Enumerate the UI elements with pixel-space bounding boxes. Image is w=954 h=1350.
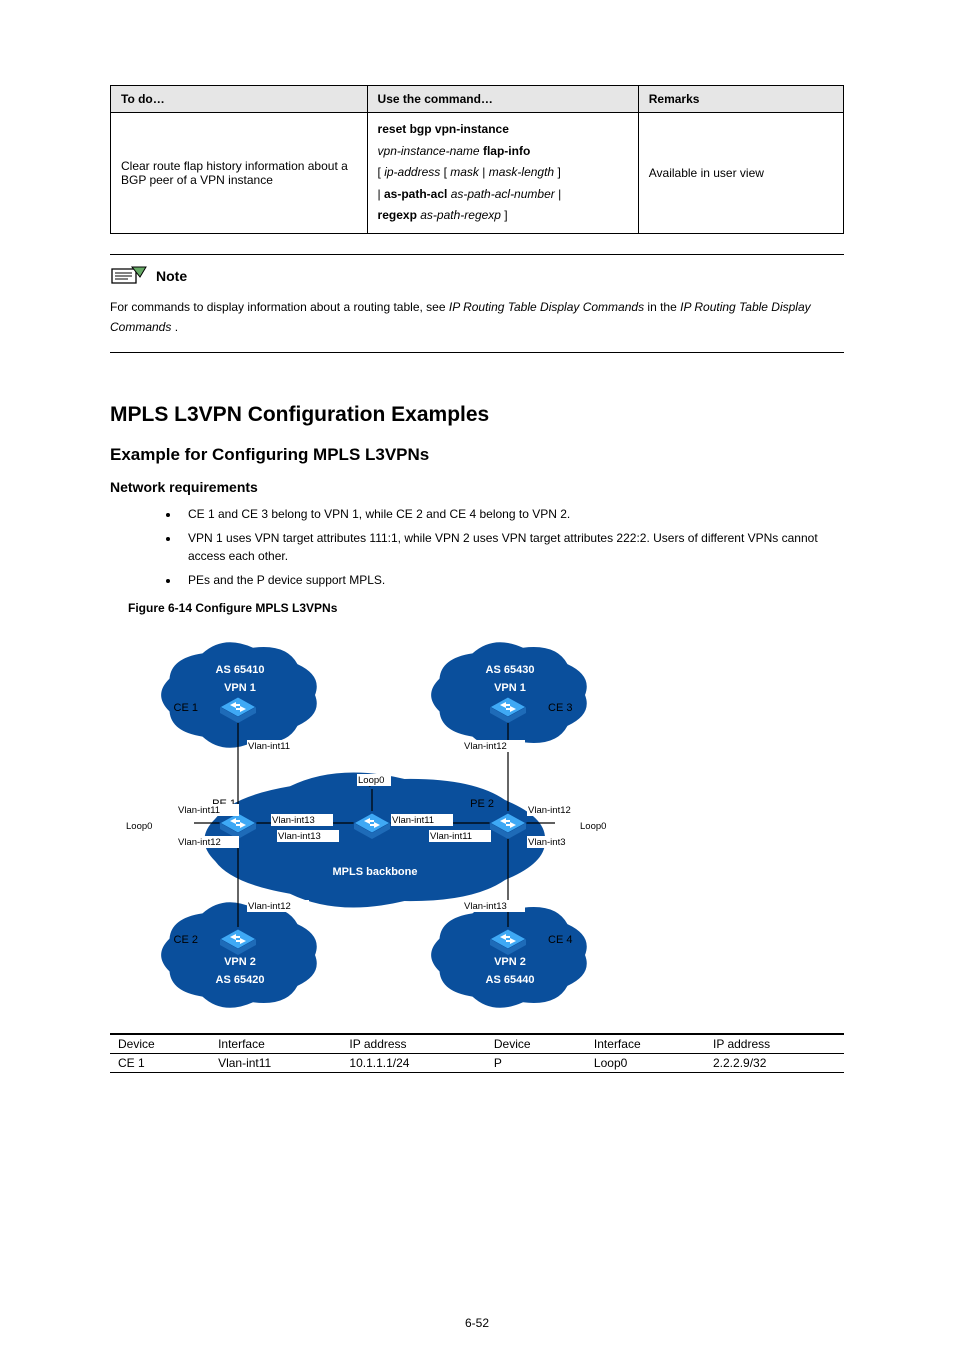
bullet-1: VPN 1 uses VPN target attributes 111:1, … [180,529,844,565]
svg-text:Vlan-int12: Vlan-int12 [464,741,507,752]
cmd-prefix: reset bgp vpn-instance [378,122,509,136]
svg-text:Loop0: Loop0 [126,821,152,832]
svg-text:Vlan-int12: Vlan-int12 [178,837,221,848]
svg-text:CE 4: CE 4 [548,934,572,946]
svg-text:Vlan-int13: Vlan-int13 [464,901,507,912]
svg-text:Vlan-int12: Vlan-int12 [248,901,291,912]
network-diagram: AS 65410 VPN 1 AS 65430 VPN 1 VPN 2 AS 65420 V… [110,625,670,1025]
dev-c2: 10.1.1.1/24 [341,1053,485,1072]
svg-text:CE 3: CE 3 [548,702,572,714]
heading-1: MPLS L3VPN Configuration Examples [110,403,844,427]
svg-text:Vlan-int12: Vlan-int12 [528,805,571,816]
cmd-th-1: Use the command… [367,86,638,113]
svg-text:Loop0: Loop0 [358,775,384,786]
cmd-args: vpn-instance-name [378,144,480,158]
cmd-th-0: To do… [111,86,368,113]
cmd-row: Clear route flap history information abo… [111,113,844,234]
dev-c1: Vlan-int11 [210,1053,341,1072]
svg-text:PE 2: PE 2 [470,798,494,810]
svg-text:Loop0: Loop0 [580,821,606,832]
svg-text:AS 65440: AS 65440 [486,974,535,986]
device-table: Device Interface IP address Device Inter… [110,1033,844,1073]
svg-text:AS 65410: AS 65410 [216,664,265,676]
svg-text:AS 65420: AS 65420 [216,974,265,986]
note-box: Note For commands to display information… [110,254,844,353]
page-number: 6-52 [0,1316,954,1330]
svg-text:CE 2: CE 2 [174,934,198,946]
svg-text:Vlan-int13: Vlan-int13 [278,831,321,842]
svg-text:Vlan-int11: Vlan-int11 [392,815,434,826]
cmd-mid: [ ip-address [ mask | mask-length ]| as-… [378,165,562,222]
dev-c4: Loop0 [586,1053,705,1072]
bullet-0: CE 1 and CE 3 belong to VPN 1, while CE … [180,505,844,523]
cmd-remarks: Available in user view [649,166,764,180]
svg-text:Vlan-int3: Vlan-int3 [528,837,566,848]
svg-text:CE 1: CE 1 [174,702,198,714]
dev-c0: CE 1 [110,1053,210,1072]
dev-h5: IP address [705,1034,844,1054]
svg-text:Vlan-int13: Vlan-int13 [272,815,315,826]
command-table: To do… Use the command… Remarks Clear ro… [110,85,844,234]
svg-text:Vlan-int11: Vlan-int11 [248,741,290,752]
dev-h3: Device [486,1034,586,1054]
dev-h2: IP address [341,1034,485,1054]
bullet-2: PEs and the P device support MPLS. [180,571,844,589]
requirements-list: CE 1 and CE 3 belong to VPN 1, while CE … [110,505,844,589]
svg-text:Vlan-int11: Vlan-int11 [430,831,472,842]
note-text: For commands to display information abou… [110,297,844,338]
dev-c5: 2.2.2.9/32 [705,1053,844,1072]
svg-text:VPN 1: VPN 1 [224,682,256,694]
svg-text:VPN 1: VPN 1 [494,682,526,694]
heading-3: Network requirements [110,479,844,495]
heading-2: Example for Configuring MPLS L3VPNs [110,445,844,465]
svg-text:VPN 2: VPN 2 [224,956,256,968]
note-icon [110,265,148,287]
dev-h4: Interface [586,1034,705,1054]
figure-caption: Figure 6-14 Configure MPLS L3VPNs [128,601,844,615]
dev-h1: Interface [210,1034,341,1054]
note-label: Note [156,268,187,284]
svg-text:VPN 2: VPN 2 [494,956,526,968]
svg-text:AS 65430: AS 65430 [486,664,535,676]
dev-h0: Device [110,1034,210,1054]
svg-text:Vlan-int11: Vlan-int11 [178,805,220,816]
svg-text:MPLS backbone: MPLS backbone [333,866,418,878]
cmd-th-2: Remarks [638,86,843,113]
cmd-desc: Clear route flap history information abo… [121,159,348,187]
dev-c3: P [486,1053,586,1072]
